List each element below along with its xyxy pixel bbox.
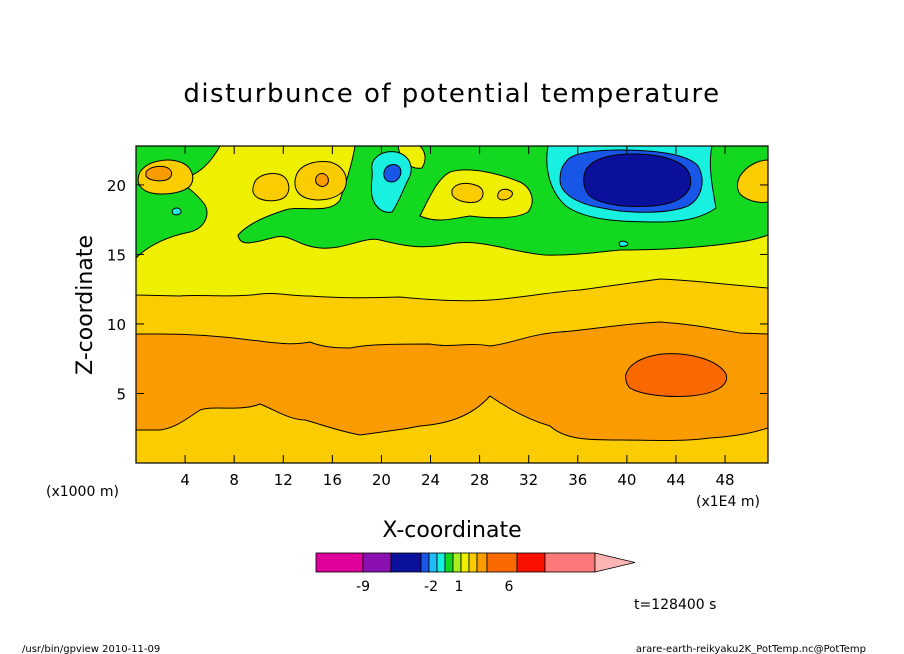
colorbar-swatch [436,552,446,573]
x-tick-label: 4 [180,471,190,489]
x-tick-label: 36 [568,471,587,489]
x-axis: 4 8 12 16 20 24 28 32 36 40 44 48 [180,146,735,489]
colorbar-tick-label: -9 [356,579,370,595]
x-tick-label: 8 [229,471,239,489]
x-tick-label: 44 [666,471,685,489]
y-tick-label: 5 [116,385,126,403]
y-axis-label: Z-coordinate [73,235,98,375]
tiny-cold-2 [618,240,629,247]
colorbar-swatch [452,552,462,573]
x-unit-right: (x1E4 m) [696,494,760,510]
tiny-cold-1 [171,207,182,216]
y-tick-label: 15 [107,246,126,264]
colorbar-swatch [544,552,596,573]
x-tick-label: 24 [421,471,440,489]
time-label: t=128400 s [634,597,716,613]
colorbar-swatch [486,552,518,573]
x-tick-label: 20 [372,471,391,489]
colorbar-swatch [468,552,478,573]
warm-spot-3-core [315,173,329,187]
x-unit-left: (x1000 m) [46,484,119,500]
y-axis: 5 10 15 20 [107,177,768,403]
warm-spot-5 [497,188,513,201]
colorbar-tick-label: 1 [455,579,464,595]
colorbar-swatch [476,552,488,573]
warm-spot-1-core [145,165,173,182]
colorbar [315,552,636,573]
chart-title: disturbunce of potential temperature [183,79,720,109]
colorbar-swatch [460,552,470,573]
contour-field [136,146,768,463]
x-tick-label: 16 [323,471,342,489]
colorbar-swatch [390,552,422,573]
plot-frame [135,145,769,464]
colorbar-tick-label: -2 [424,579,438,595]
band-warm [136,321,768,441]
warm-core [625,353,728,397]
x-tick-label: 32 [519,471,538,489]
x-axis-label: X-coordinate [382,518,521,543]
colorbar-swatch [516,552,546,573]
cold-spot-inner [383,164,402,183]
colorbar-swatch [315,552,364,573]
colorbar-arrow [594,552,636,573]
colorbar-swatch [420,552,430,573]
colorbar-swatch [362,552,392,573]
cold-lobe-core [583,153,692,207]
footer-left: /usr/bin/gpview 2010-11-09 [22,644,160,654]
warm-spot-6 [736,159,768,203]
colorbar-tick-label: 6 [505,579,514,595]
warm-spot-2 [252,173,290,202]
x-tick-label: 12 [274,471,293,489]
colorbar-swatch [444,552,454,573]
x-tick-label: 28 [470,471,489,489]
colorbar-ticks: -9 -2 1 6 [356,579,514,595]
colorbar-swatch [428,552,438,573]
y-tick-label: 10 [107,316,126,334]
x-tick-label: 40 [617,471,636,489]
x-tick-label: 48 [716,471,735,489]
footer-right: arare-earth-reikyaku2K_PotTemp.nc@PotTem… [636,644,866,654]
y-tick-label: 20 [107,177,126,195]
warm-spot-4 [451,182,484,203]
